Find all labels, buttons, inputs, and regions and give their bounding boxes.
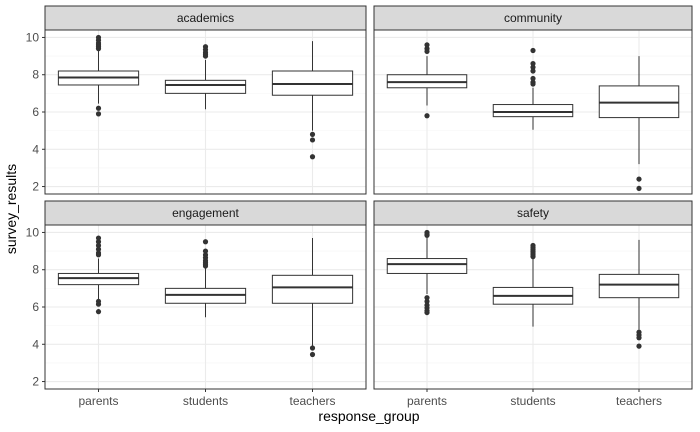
x-tick-label: parents <box>407 394 447 408</box>
facet-panel-community: community <box>373 5 693 195</box>
outlier-point <box>309 345 316 351</box>
box-parents <box>386 229 468 316</box>
box-teachers <box>598 239 680 349</box>
box-teachers <box>271 41 354 160</box>
box-iqr <box>271 274 354 304</box>
outlier-point <box>530 75 536 82</box>
facet-strip-label: academics <box>177 11 234 25</box>
y-tick-label: 8 <box>32 68 39 82</box>
box-teachers <box>271 238 354 358</box>
outlier-point <box>95 252 102 258</box>
facet-panel-engagement: engagement 2 4 6 8 10 parents students teachers <box>26 200 367 408</box>
outlier-point <box>424 113 430 119</box>
outlier-point <box>424 232 430 238</box>
outlier-point <box>309 131 316 137</box>
y-tick-label: 2 <box>32 180 39 194</box>
x-tick-label: students <box>183 394 228 408</box>
y-tick-label: 8 <box>32 263 39 277</box>
outlier-point <box>95 301 102 307</box>
facet-panel-academics: academics 2 4 6 8 10 <box>26 5 367 195</box>
facet-strip-label: engagement <box>172 206 239 220</box>
outlier-point <box>530 60 536 67</box>
facet-panels: academics 2 4 6 8 10 community engagement 2 4 6 8 10… <box>26 5 693 408</box>
facet-strip <box>373 5 693 31</box>
outlier-point <box>95 239 102 245</box>
box-students <box>164 239 247 318</box>
y-axis-title: survey_results <box>3 164 19 254</box>
y-tick-label: 6 <box>32 105 39 119</box>
y-tick-label: 4 <box>32 337 39 351</box>
outlier-point <box>309 351 316 358</box>
box-students <box>492 242 574 327</box>
outlier-point <box>309 154 316 160</box>
outlier-point <box>530 68 536 74</box>
outlier-point <box>95 46 102 52</box>
y-tick-label: 6 <box>32 300 39 314</box>
outlier-point <box>530 47 536 54</box>
outlier-point <box>95 246 102 252</box>
x-tick-label: teachers <box>616 394 662 408</box>
outlier-point <box>636 343 642 349</box>
outlier-point <box>636 335 642 341</box>
y-tick-label: 10 <box>26 225 40 239</box>
axes: response_group survey_results <box>3 164 420 424</box>
x-axis-title: response_group <box>318 408 419 424</box>
outlier-point <box>424 295 430 301</box>
outlier-point <box>424 309 430 316</box>
box-students <box>164 44 247 110</box>
outlier-point <box>530 64 536 70</box>
outlier-point <box>636 185 642 192</box>
x-tick-label: students <box>510 394 555 408</box>
outlier-point <box>95 309 102 315</box>
box-iqr <box>164 79 247 94</box>
facet-strip <box>44 200 367 226</box>
outlier-point <box>424 298 430 305</box>
outlier-point <box>202 263 209 269</box>
box-teachers <box>598 56 680 192</box>
y-tick-label: 10 <box>26 30 40 44</box>
y-tick-label: 2 <box>32 375 39 389</box>
facet-panel-safety: safety parents students teachers <box>373 200 693 408</box>
outlier-point <box>309 137 316 143</box>
outlier-point <box>95 242 102 249</box>
box-iqr <box>598 273 680 299</box>
outlier-point <box>95 105 102 111</box>
facet-strip-label: safety <box>517 206 549 220</box>
y-tick-label: 4 <box>32 142 39 156</box>
outlier-point <box>202 248 209 254</box>
outlier-point <box>424 48 430 55</box>
outlier-point <box>95 235 102 241</box>
box-iqr <box>386 258 468 274</box>
outlier-point <box>202 53 209 59</box>
box-students <box>492 47 574 130</box>
outlier-point <box>202 239 209 245</box>
outlier-point <box>530 81 536 87</box>
box-parents <box>57 34 140 117</box>
box-parents <box>57 235 140 315</box>
outlier-point <box>530 254 536 260</box>
box-iqr <box>492 104 574 118</box>
outlier-point <box>424 42 430 48</box>
facet-strip-label: community <box>504 11 562 25</box>
x-tick-label: parents <box>78 394 118 408</box>
outlier-point <box>636 176 642 182</box>
x-tick-label: teachers <box>289 394 335 408</box>
facet-strip <box>373 200 693 226</box>
outlier-point <box>95 111 102 117</box>
box-parents <box>386 42 468 119</box>
facet-strip <box>44 5 367 31</box>
